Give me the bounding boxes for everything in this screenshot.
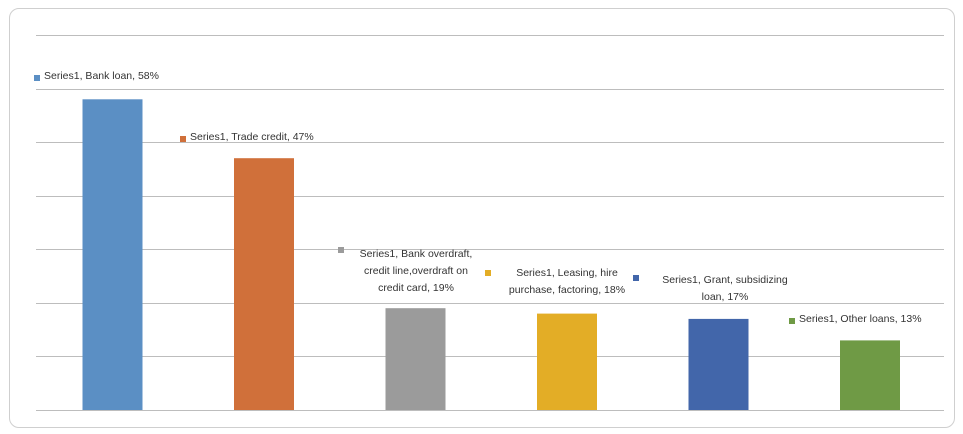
data-label-2-line-1: Series1, Trade credit, 47% (190, 131, 314, 143)
bar-4 (537, 313, 597, 410)
label-marker-2 (180, 136, 186, 142)
data-label-5-line-1: Series1, Grant, subsidizing (662, 274, 788, 286)
bar-1 (82, 99, 143, 411)
label-marker-4 (485, 270, 491, 276)
data-label-1-line-1: Series1, Bank loan, 58% (44, 70, 159, 82)
label-marker-5 (633, 275, 639, 281)
gridlines (36, 35, 944, 411)
data-label-5-line-2: loan, 17% (702, 291, 749, 303)
label-marker-3 (338, 247, 344, 253)
bar-5 (688, 318, 749, 410)
bar-6 (840, 340, 900, 410)
chart-frame (9, 8, 955, 428)
data-label-4: Series1, Leasing, hire purchase, factorin… (485, 267, 625, 296)
data-label-3-line-2: credit line,overdraft on (364, 265, 468, 277)
bar-3 (385, 308, 446, 410)
bar-2 (234, 158, 294, 410)
data-label-4-line-2: purchase, factoring, 18% (509, 284, 625, 296)
label-marker-6 (789, 318, 795, 324)
data-label-3-line-1: Series1, Bank overdraft, (360, 248, 473, 260)
data-label-6: Series1, Other loans, 13% (789, 313, 922, 325)
data-label-6-line-1: Series1, Other loans, 13% (799, 313, 922, 325)
label-marker-1 (34, 75, 40, 81)
data-label-5: Series1, Grant, subsidizing loan, 17% (633, 274, 788, 303)
data-label-1: Series1, Bank loan, 58% (34, 70, 159, 82)
data-label-4-line-1: Series1, Leasing, hire (516, 267, 618, 279)
data-label-3: Series1, Bank overdraft, credit line,over… (338, 247, 472, 294)
data-label-3-line-3: credit card, 19% (378, 282, 454, 294)
bars (82, 99, 900, 411)
data-labels: Series1, Bank loan, 58% Series1, Trade cr… (34, 70, 922, 325)
data-label-2: Series1, Trade credit, 47% (180, 131, 314, 143)
